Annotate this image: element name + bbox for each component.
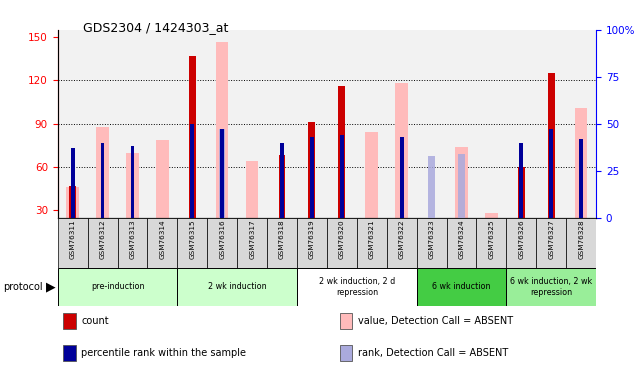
Bar <box>506 217 537 268</box>
Text: GSM76317: GSM76317 <box>249 219 255 259</box>
Bar <box>310 137 314 218</box>
Text: GSM76326: GSM76326 <box>519 219 524 259</box>
Text: 6 wk induction, 2 wk
repression: 6 wk induction, 2 wk repression <box>510 277 592 297</box>
Bar <box>340 135 344 218</box>
Bar <box>207 217 237 268</box>
Bar <box>338 86 345 218</box>
Bar <box>279 156 285 218</box>
Bar <box>519 142 523 218</box>
Text: rank, Detection Call = ABSENT: rank, Detection Call = ABSENT <box>358 348 508 358</box>
Bar <box>131 146 135 218</box>
Bar <box>458 154 465 218</box>
Bar <box>417 217 447 268</box>
Bar <box>67 187 79 218</box>
Text: 2 wk induction, 2 d
repression: 2 wk induction, 2 d repression <box>319 277 395 297</box>
Text: GSM76322: GSM76322 <box>399 219 404 259</box>
Text: GSM76314: GSM76314 <box>160 219 165 259</box>
Bar <box>178 268 297 306</box>
Bar <box>400 137 404 218</box>
Bar <box>537 217 566 268</box>
Bar <box>96 127 109 218</box>
Text: percentile rank within the sample: percentile rank within the sample <box>81 348 246 358</box>
Bar <box>58 268 178 306</box>
Bar <box>387 217 417 268</box>
Bar <box>506 268 596 306</box>
Bar <box>246 161 258 218</box>
Bar <box>219 129 226 218</box>
Text: GSM76327: GSM76327 <box>548 219 554 259</box>
Text: protocol: protocol <box>3 282 43 292</box>
Bar <box>327 217 357 268</box>
Bar <box>485 213 497 217</box>
Text: 6 wk induction: 6 wk induction <box>432 282 491 291</box>
Bar <box>126 153 138 218</box>
Text: GSM76323: GSM76323 <box>429 219 435 259</box>
Text: GSM76318: GSM76318 <box>279 219 285 259</box>
Text: pre-induction: pre-induction <box>91 282 144 291</box>
Text: ▶: ▶ <box>46 280 56 293</box>
Bar <box>548 73 554 217</box>
Text: GSM76320: GSM76320 <box>339 219 345 259</box>
Bar <box>178 217 207 268</box>
Text: GSM76316: GSM76316 <box>219 219 225 259</box>
Bar <box>117 217 147 268</box>
Bar <box>280 142 284 218</box>
Bar <box>340 345 352 361</box>
Bar <box>575 108 587 218</box>
Bar <box>428 156 435 218</box>
Bar <box>147 217 178 268</box>
Bar <box>88 217 117 268</box>
Text: value, Detection Call = ABSENT: value, Detection Call = ABSENT <box>358 316 513 326</box>
Bar <box>340 313 352 329</box>
Bar <box>221 129 224 218</box>
Text: 2 wk induction: 2 wk induction <box>208 282 267 291</box>
Bar <box>71 148 74 217</box>
Bar <box>297 268 417 306</box>
Text: GSM76319: GSM76319 <box>309 219 315 259</box>
Text: GSM76324: GSM76324 <box>458 219 465 259</box>
Bar <box>101 142 104 218</box>
Bar <box>357 217 387 268</box>
Bar <box>549 129 553 218</box>
Text: count: count <box>81 316 109 326</box>
Bar <box>476 217 506 268</box>
Text: GSM76313: GSM76313 <box>129 219 135 259</box>
Text: GSM76315: GSM76315 <box>189 219 196 259</box>
Text: GSM76311: GSM76311 <box>70 219 76 259</box>
Bar <box>189 56 196 217</box>
Bar <box>297 217 327 268</box>
Bar <box>216 42 228 218</box>
Bar <box>63 313 76 329</box>
Bar <box>518 167 525 218</box>
Bar <box>447 217 476 268</box>
Text: GSM76321: GSM76321 <box>369 219 375 259</box>
Bar <box>365 132 378 218</box>
Bar <box>417 268 506 306</box>
Bar <box>395 83 408 218</box>
Bar <box>63 345 76 361</box>
Bar <box>156 140 169 218</box>
Text: GSM76325: GSM76325 <box>488 219 494 259</box>
Bar <box>308 122 315 218</box>
Bar <box>58 217 88 268</box>
Bar <box>69 186 76 218</box>
Bar <box>566 217 596 268</box>
Bar <box>237 217 267 268</box>
Bar <box>267 217 297 268</box>
Text: GDS2304 / 1424303_at: GDS2304 / 1424303_at <box>83 21 229 34</box>
Text: GSM76328: GSM76328 <box>578 219 584 259</box>
Bar <box>579 139 583 218</box>
Text: GSM76312: GSM76312 <box>99 219 106 259</box>
Bar <box>455 147 468 218</box>
Bar <box>190 124 194 218</box>
